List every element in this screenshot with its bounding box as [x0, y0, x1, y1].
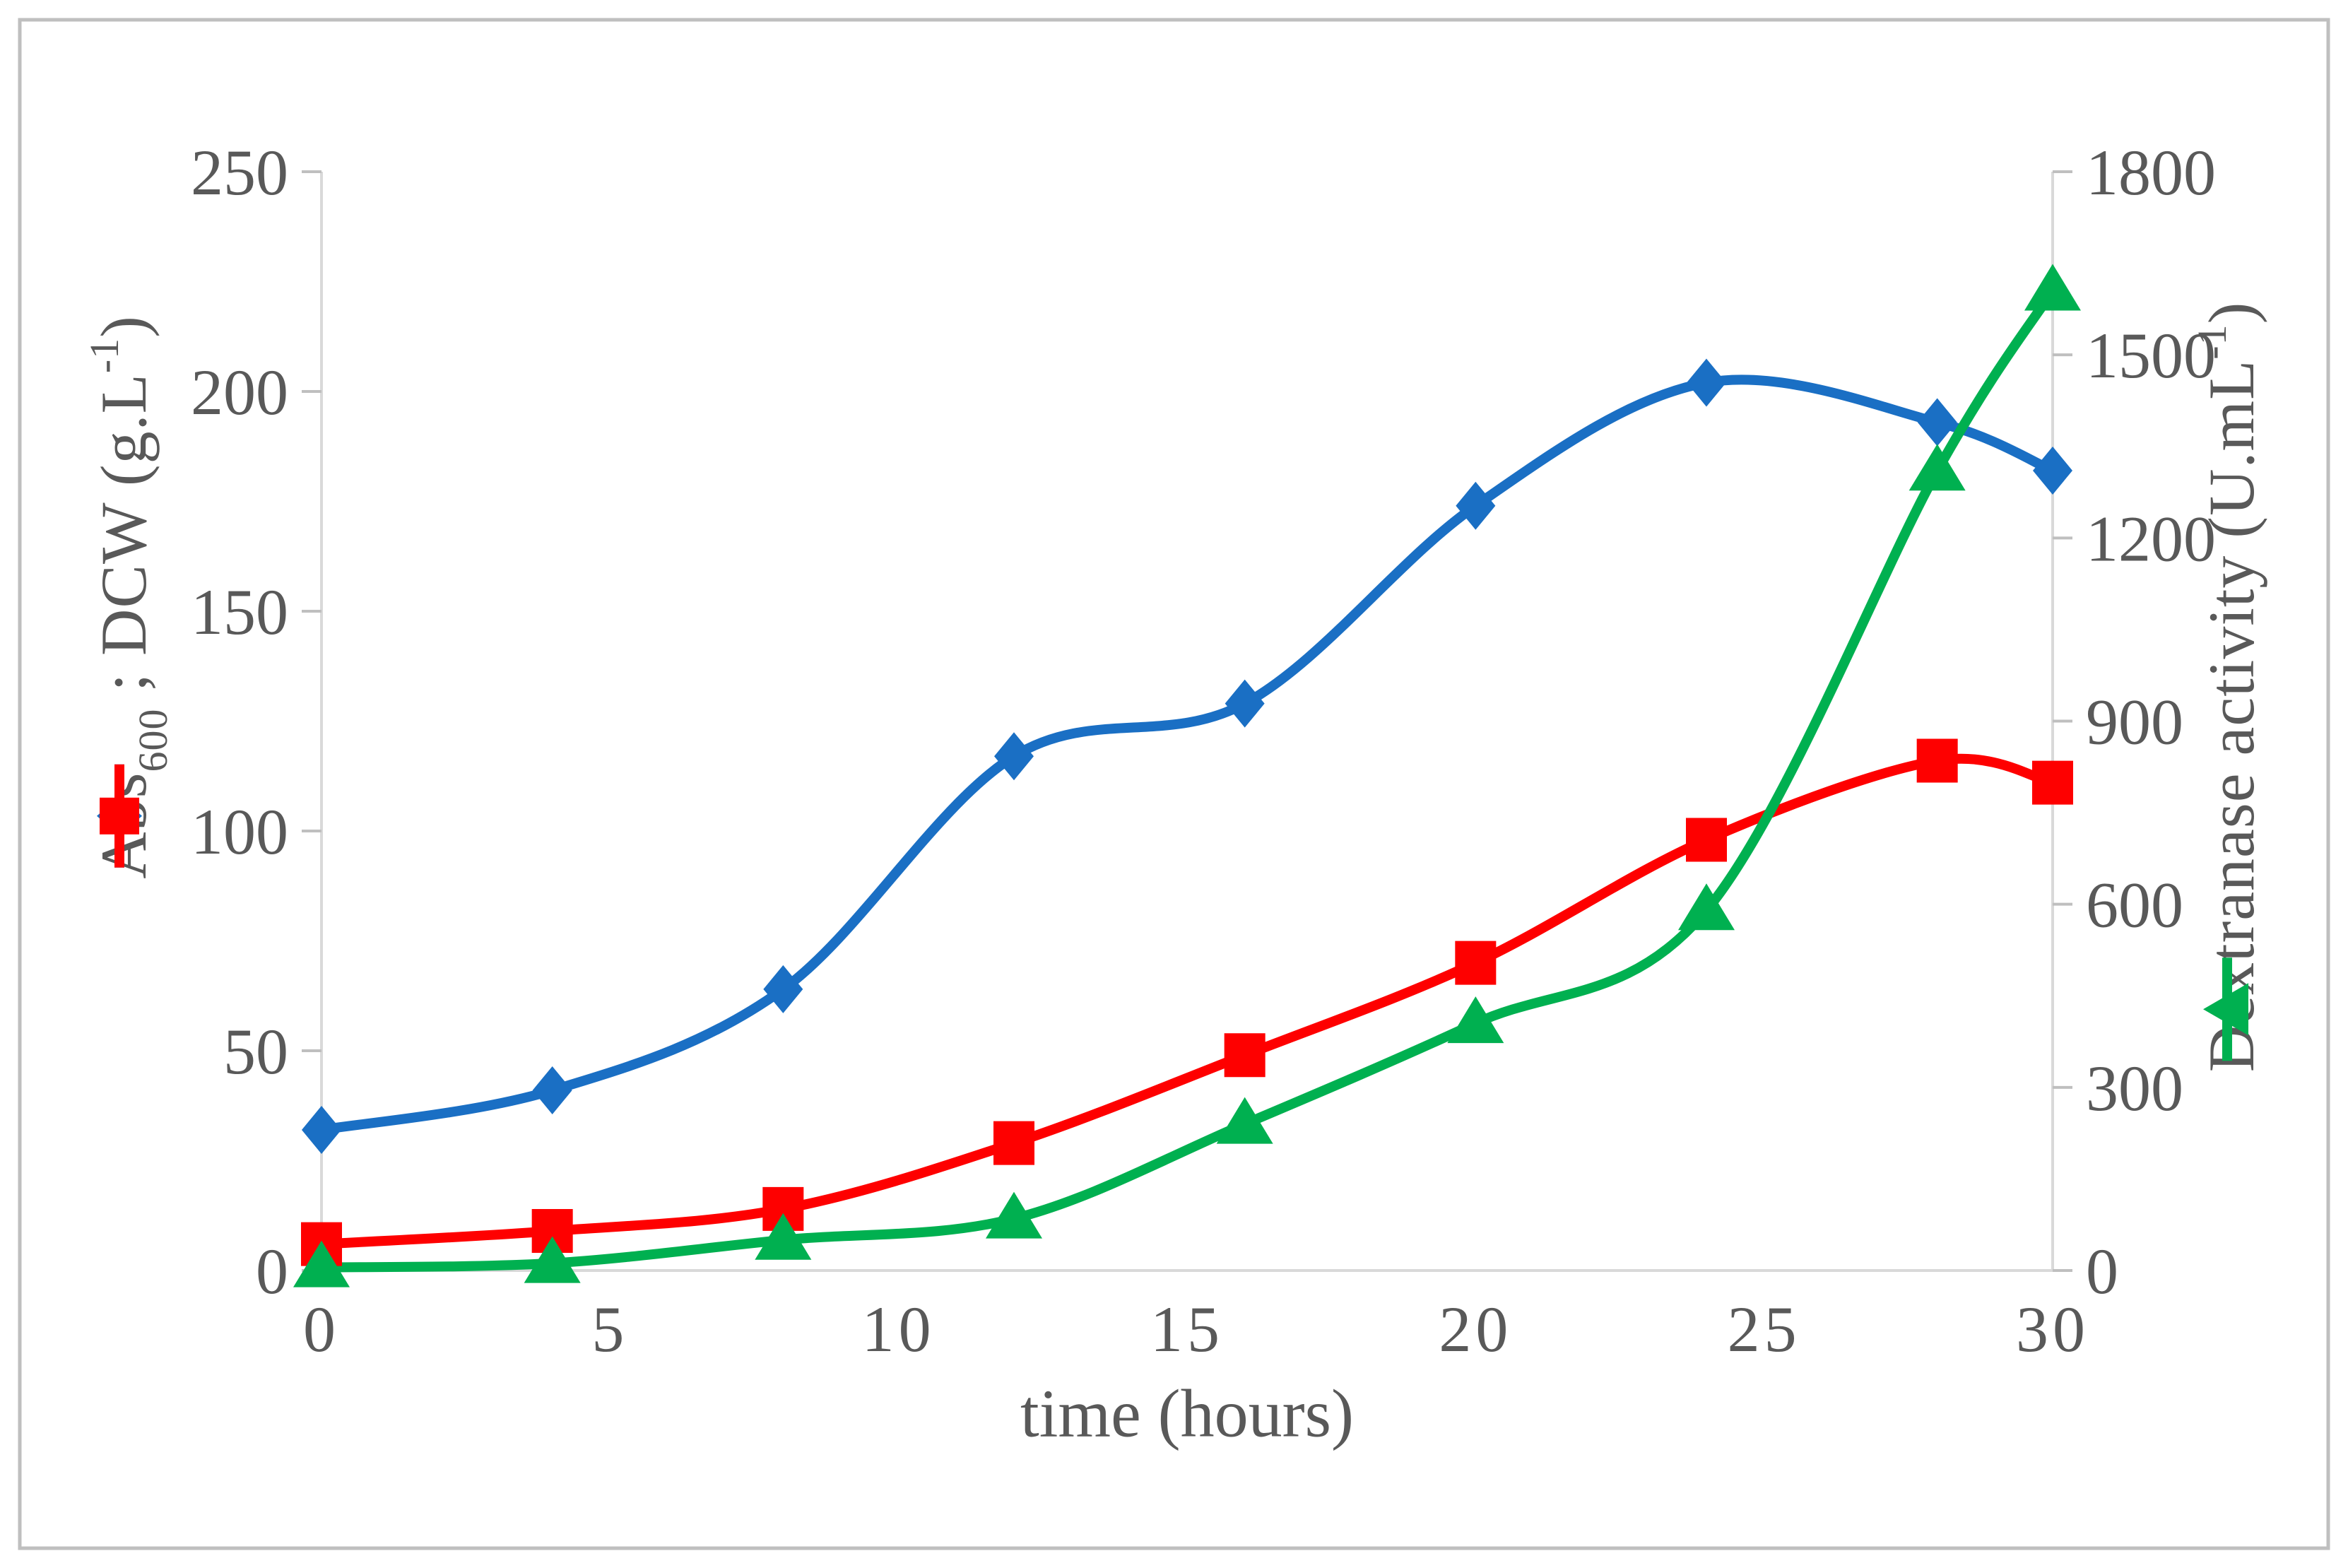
dcw-legend-marker [100, 797, 139, 835]
series-line-diamond [317, 375, 2058, 1135]
right-axis-tick-label: 600 [2086, 869, 2183, 941]
data-point-diamond [994, 732, 1034, 781]
data-point-diamond [1917, 398, 1957, 447]
data-point-square [1224, 1033, 1266, 1078]
data-point-diamond [1225, 679, 1265, 728]
data-point-triangle [293, 1240, 350, 1287]
right-axis-tick-label: 300 [2086, 1052, 2183, 1124]
series-line-square [317, 753, 2058, 1249]
figure-border [18, 18, 2330, 1550]
x-axis-tick-label: 20 [1439, 1293, 1512, 1365]
data-point-diamond [302, 1105, 341, 1154]
data-point-diamond [532, 1066, 572, 1114]
series-line-triangle [317, 285, 2058, 1273]
data-point-diamond [2033, 446, 2072, 495]
data-point-triangle [524, 1236, 581, 1283]
x-axis-tick-label: 15 [1150, 1293, 1224, 1365]
data-point-triangle [1447, 996, 1504, 1044]
data-point-square [1916, 738, 1958, 783]
left-axis-title: Abs600 ; DCW (g.L-1) [81, 315, 175, 879]
data-point-square [993, 1121, 1034, 1165]
left-axis-title-text2: ; DCW (g.L [88, 373, 160, 692]
data-point-triangle [1216, 1097, 1273, 1144]
right-axis-tick-label: 0 [2086, 1235, 2118, 1307]
dextranase-legend-key-triangle-icon [2203, 957, 2248, 1061]
data-point-triangle [1909, 444, 1966, 491]
left-axis-tick-label: 0 [256, 1235, 288, 1307]
x-axis-tick-label: 25 [1728, 1293, 1801, 1365]
right-axis-title: Dextranase activity (U.mL-1) [2189, 302, 2267, 1073]
left-axis-tick-label: 200 [191, 356, 288, 428]
left-axis-tick-label: 100 [191, 796, 288, 868]
left-axis-title-text3: ) [88, 315, 160, 338]
data-point-triangle [1678, 883, 1735, 931]
data-point-diamond [1687, 358, 1726, 407]
data-point-triangle [755, 1213, 812, 1260]
data-point-square [762, 1186, 804, 1231]
data-point-square [2032, 760, 2073, 805]
data-point-square [531, 1209, 573, 1254]
right-axis-tick-label: 900 [2086, 686, 2183, 758]
x-axis-tick-label: 0 [303, 1293, 340, 1365]
left-axis-tick-label: 50 [223, 1015, 288, 1087]
data-point-square [1686, 818, 1727, 862]
left-axis-tick-label: 250 [191, 136, 288, 208]
data-point-triangle [2024, 264, 2081, 311]
right-axis-title-superscript: -1 [2189, 324, 2236, 360]
x-axis-tick-label: 5 [591, 1293, 628, 1365]
right-axis-tick-label: 1800 [2086, 136, 2216, 208]
data-point-triangle [986, 1191, 1042, 1239]
x-axis-title: time (hours) [1020, 1375, 1354, 1451]
right-axis-tick-label: 1500 [2086, 319, 2216, 391]
left-axis-title-superscript: -1 [81, 337, 128, 374]
data-point-square [1455, 941, 1497, 985]
right-axis-tick-label: 1200 [2086, 502, 2216, 574]
left-axis-tick-label: 150 [191, 576, 288, 648]
data-point-diamond [763, 965, 803, 1013]
series-markers [293, 264, 2081, 1287]
x-axis-tick-label: 10 [862, 1293, 936, 1365]
axis-tick-labels: 0 50 100 150 200 250 0 300 600 900 1200 1500 1800 0 5 1… [191, 136, 2216, 1365]
dcw-legend-key-square-icon [100, 764, 139, 868]
dextranase-legend-marker [2203, 983, 2248, 1036]
x-axis-tick-label: 30 [2016, 1293, 2089, 1365]
right-axis-title-text2: ) [2195, 301, 2267, 324]
data-point-diamond [1456, 481, 1496, 530]
series-lines [317, 285, 2058, 1273]
